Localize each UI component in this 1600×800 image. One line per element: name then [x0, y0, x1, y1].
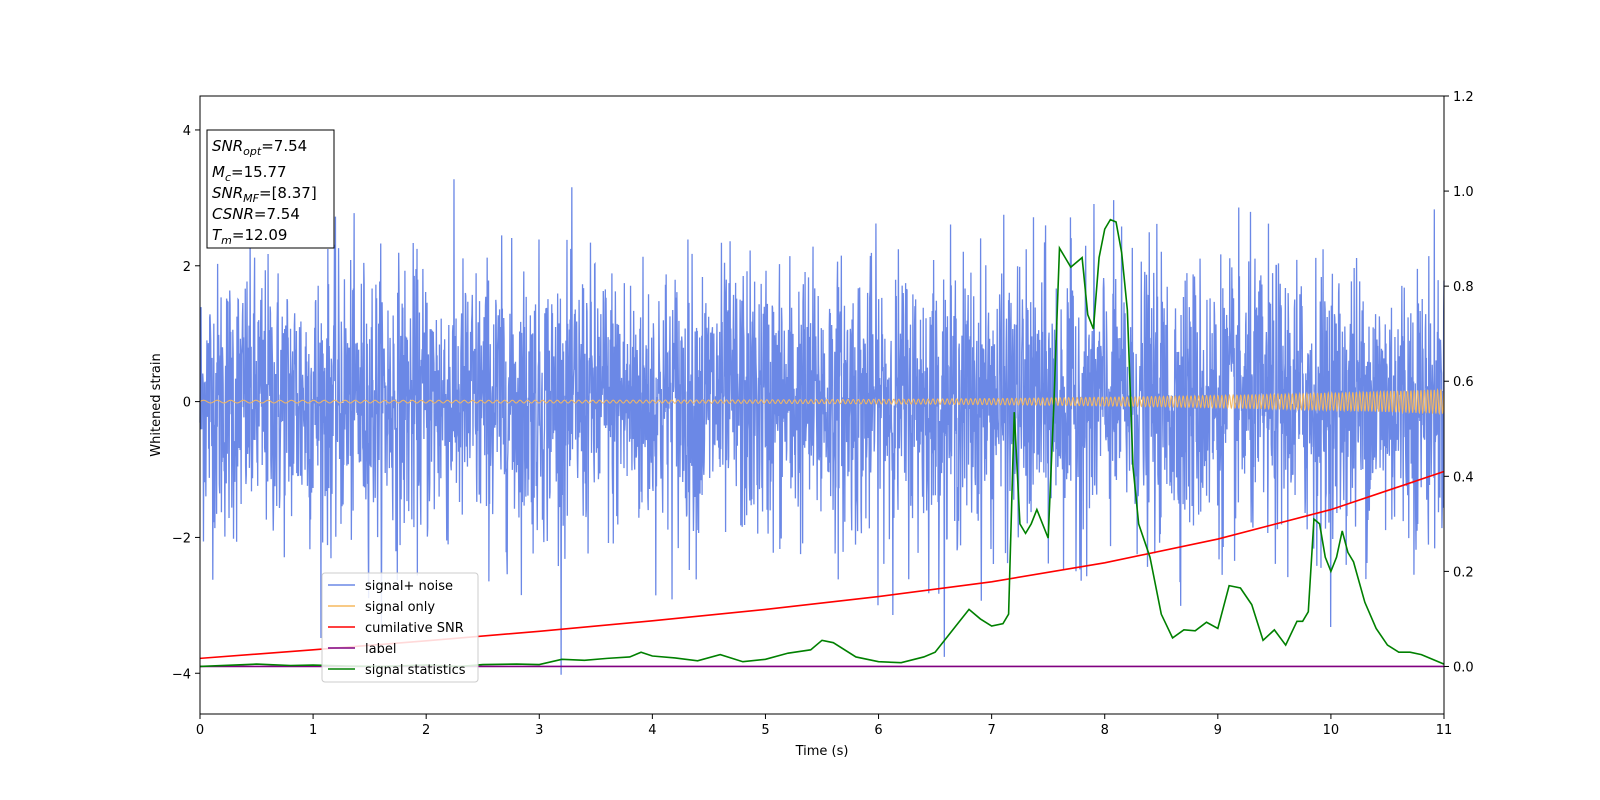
x-tick-label: 4	[648, 723, 656, 738]
info-box: SNRopt=7.54 Mc=15.77 SNRMF=[8.37] CSNR=7…	[206, 129, 335, 249]
y-axis-label: Whitened strain	[149, 353, 164, 456]
legend-label-label: label	[365, 642, 396, 657]
signal-noise-trace	[199, 179, 1445, 675]
legend-label-signal-statistics: signal statistics	[365, 663, 466, 678]
signal-only-line	[199, 388, 1445, 416]
x-tick-label: 5	[761, 723, 769, 738]
info-snr-opt-label: SNR	[212, 137, 243, 155]
signal-only-trace	[199, 388, 1445, 416]
y-right-tick-label: 0.4	[1453, 470, 1474, 485]
svg-text:Tm=12.09: Tm=12.09	[212, 226, 287, 247]
legend: signal+ noise signal only cumilative SNR…	[321, 572, 479, 683]
y-right-tick-label: 1.0	[1453, 185, 1474, 200]
x-tick-label: 9	[1214, 723, 1222, 738]
x-tick-label: 7	[987, 723, 995, 738]
info-snr-mf-label: SNR	[212, 184, 243, 202]
x-axis-label: Time (s)	[795, 744, 849, 759]
legend-label-signal-noise: signal+ noise	[365, 579, 453, 594]
svg-text:CSNR=7.54: CSNR=7.54	[212, 205, 300, 223]
svg-text:SNRopt=7.54: SNRopt=7.54	[212, 137, 307, 158]
y-left-axis-ticks: −4 −2 0 2 4	[172, 124, 200, 682]
y-left-tick-label: 2	[183, 260, 191, 275]
info-csnr-label: CSNR	[212, 205, 254, 223]
y-right-tick-label: 0.6	[1453, 375, 1474, 390]
y-right-axis-ticks: 0.0 0.2 0.4 0.6 0.8 1.0 1.2	[1444, 90, 1474, 675]
x-tick-label: 0	[196, 723, 204, 738]
svg-text:SNRMF=[8.37]: SNRMF=[8.37]	[212, 184, 317, 205]
legend-label-cumulative-snr: cumilative SNR	[365, 621, 464, 636]
y-left-tick-label: 0	[183, 396, 191, 411]
x-tick-label: 3	[535, 723, 543, 738]
x-tick-label: 8	[1101, 723, 1109, 738]
y-right-tick-label: 1.2	[1453, 90, 1474, 105]
x-tick-label: 2	[422, 723, 430, 738]
info-mc-label: M	[212, 163, 225, 181]
y-right-tick-label: 0.2	[1453, 565, 1474, 580]
y-left-tick-label: 4	[183, 124, 191, 139]
x-tick-label: 10	[1323, 723, 1340, 738]
svg-text:Mc=15.77: Mc=15.77	[212, 163, 287, 184]
y-left-tick-label: −2	[172, 531, 191, 546]
legend-label-signal-only: signal only	[365, 600, 435, 615]
x-tick-label: 11	[1436, 723, 1453, 738]
signal-noise-line	[199, 179, 1445, 675]
x-tick-label: 6	[874, 723, 882, 738]
y-right-tick-label: 0.0	[1453, 660, 1474, 675]
signal-statistics-line	[199, 218, 1445, 668]
x-axis-ticks: 0 1 2 3 4 5 6 7 8 9 10 11	[196, 714, 1452, 738]
y-right-tick-label: 0.8	[1453, 280, 1474, 295]
x-tick-label: 1	[309, 723, 317, 738]
plot-frame	[199, 95, 1445, 715]
y-left-tick-label: −4	[172, 667, 191, 682]
info-tm-label: T	[212, 226, 223, 244]
